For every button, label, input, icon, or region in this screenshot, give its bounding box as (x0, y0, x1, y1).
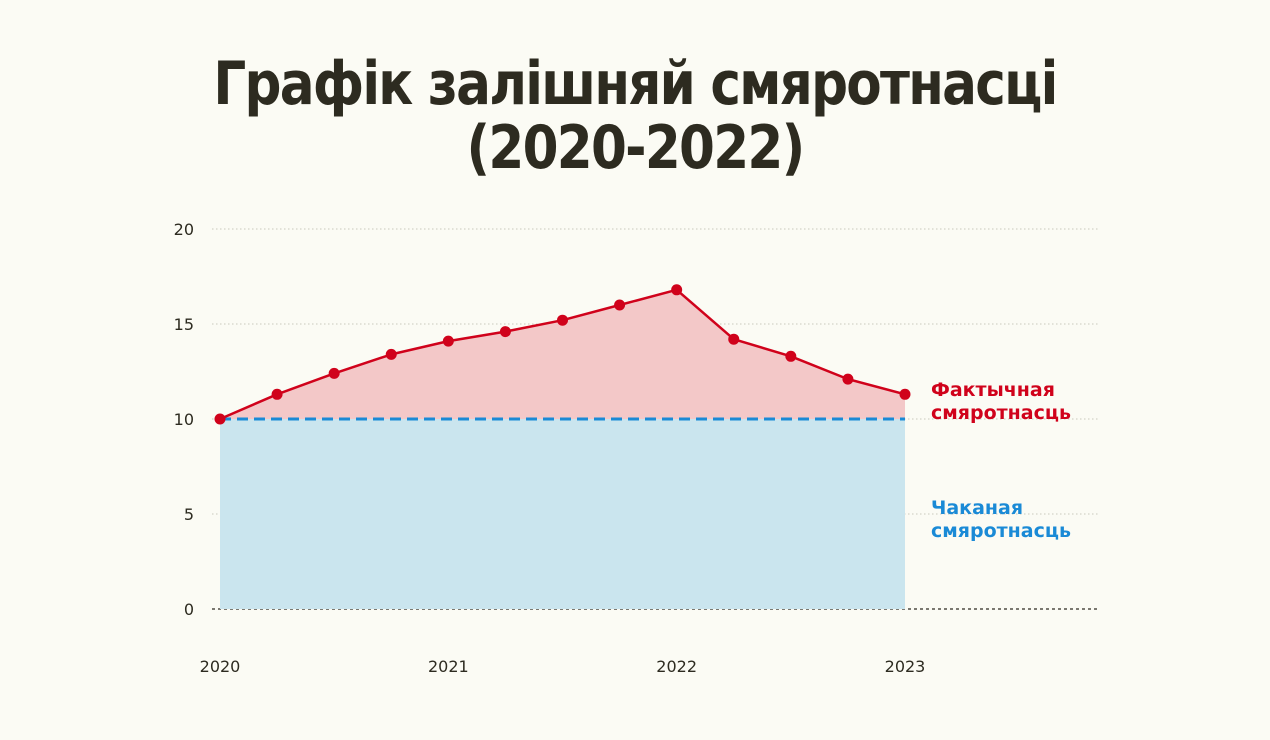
x-tick-label: 2022 (656, 657, 697, 676)
x-tick-label: 2023 (885, 657, 926, 676)
actual-mortality-point (271, 388, 283, 400)
data-points (214, 284, 911, 425)
actual-mortality-point (499, 326, 511, 338)
y-axis-ticks: 0 5 10 15 20 (174, 220, 194, 619)
gridlines (212, 228, 1098, 610)
y-tick-label: 10 (174, 410, 194, 429)
x-tick-label: 2021 (428, 657, 469, 676)
y-tick-label: 5 (184, 505, 194, 524)
actual-mortality-point (728, 333, 740, 345)
x-axis-ticks: 2020 2021 2022 2023 (200, 657, 926, 676)
x-tick-label: 2020 (200, 657, 241, 676)
y-tick-label: 15 (174, 315, 194, 334)
expected-mortality-area (220, 419, 905, 609)
actual-mortality-point (842, 373, 854, 385)
actual-mortality-point (442, 335, 454, 347)
title-line-2: (2020-2022) (466, 113, 806, 183)
y-tick-label: 0 (184, 600, 194, 619)
actual-mortality-label: Фактычная смяротнасць (931, 379, 1071, 424)
actual-mortality-point (785, 350, 797, 362)
areas (220, 289, 905, 609)
excess-mortality-area (220, 289, 905, 419)
series-label-line: смяротнасць (931, 402, 1071, 424)
actual-mortality-point (385, 348, 397, 360)
series-label-line: смяротнасць (931, 520, 1071, 542)
actual-mortality-point (614, 299, 626, 311)
actual-mortality-point (214, 413, 226, 425)
title-line-1: Графік залішняй смяротнасці (213, 49, 1058, 119)
series-label-line: Чаканая (931, 497, 1023, 519)
actual-mortality-point (899, 388, 911, 400)
actual-mortality-point (557, 314, 568, 326)
actual-mortality-point (328, 367, 340, 379)
series-label-line: Фактычная (931, 379, 1055, 401)
actual-mortality-point (671, 284, 683, 296)
y-tick-label: 20 (174, 220, 194, 239)
chart-title: Графік залішняй смяротнасці (2020-2022) (89, 52, 1181, 180)
expected-mortality-label: Чаканая смяротнасць (931, 497, 1071, 542)
